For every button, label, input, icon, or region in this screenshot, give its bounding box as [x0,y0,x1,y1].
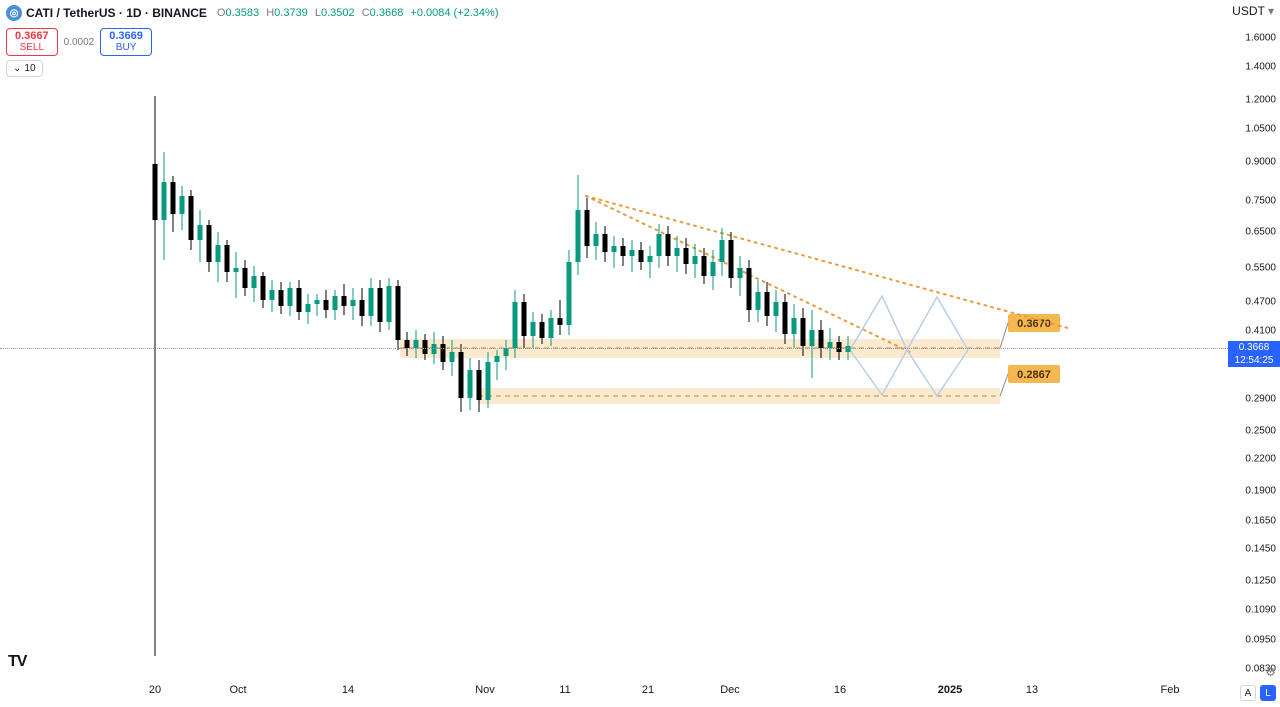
time-tick: Feb [1161,684,1180,696]
time-tick: 14 [342,684,354,696]
time-tick: 11 [559,684,570,696]
price-tick: 0.2900 [1245,394,1276,405]
tradingview-logo: TV [8,653,26,671]
current-price-line [0,348,1228,349]
time-tick: Dec [720,684,740,696]
auto-scale-button[interactable]: A [1240,685,1256,701]
settings-gear-icon[interactable]: ⚙ [1265,665,1276,679]
price-tick: 0.1900 [1245,486,1276,497]
price-tick: 0.4100 [1245,326,1276,337]
price-axis[interactable]: 1.6000 1.4000 1.2000 1.0500 0.9000 0.7500 0.65… [1228,0,1280,680]
time-tick: 16 [834,684,846,696]
time-tick: 13 [1026,684,1038,696]
time-tick: 2025 [938,684,962,696]
svg-text:0.2867: 0.2867 [1017,369,1051,381]
price-tick: 0.1090 [1245,605,1276,616]
time-tick: 20 [149,684,161,696]
price-tick: 0.5500 [1245,263,1276,274]
price-tick: 0.4700 [1245,297,1276,308]
scale-buttons: A L [1240,685,1276,701]
time-tick: Nov [475,684,495,696]
time-axis[interactable]: 20 Oct 14 Nov 11 21 Dec 16 2025 13 Feb [0,680,1228,707]
price-tick: 1.2000 [1245,95,1276,106]
price-tick: 0.1450 [1245,544,1276,555]
price-tick: 0.6500 [1245,227,1276,238]
price-tick: 0.7500 [1245,196,1276,207]
price-tick: 1.4000 [1245,62,1276,73]
log-scale-button[interactable]: L [1260,685,1276,701]
price-tick: 0.2500 [1245,426,1276,437]
time-tick: Oct [229,684,246,696]
price-tick: 0.2200 [1245,454,1276,465]
svg-text:0.3670: 0.3670 [1017,318,1051,330]
price-tick: 1.0500 [1245,124,1276,135]
candlestick-svg: 0.3670 0.2867 [0,0,1228,680]
price-tick: 0.9000 [1245,157,1276,168]
price-tick: 1.6000 [1245,33,1276,44]
price-tick: 0.0950 [1245,635,1276,646]
price-tick: 0.1650 [1245,516,1276,527]
chart-pane[interactable]: 0.3670 0.2867 [0,0,1228,680]
time-tick: 21 [642,684,654,696]
price-tick: 0.1250 [1245,576,1276,587]
